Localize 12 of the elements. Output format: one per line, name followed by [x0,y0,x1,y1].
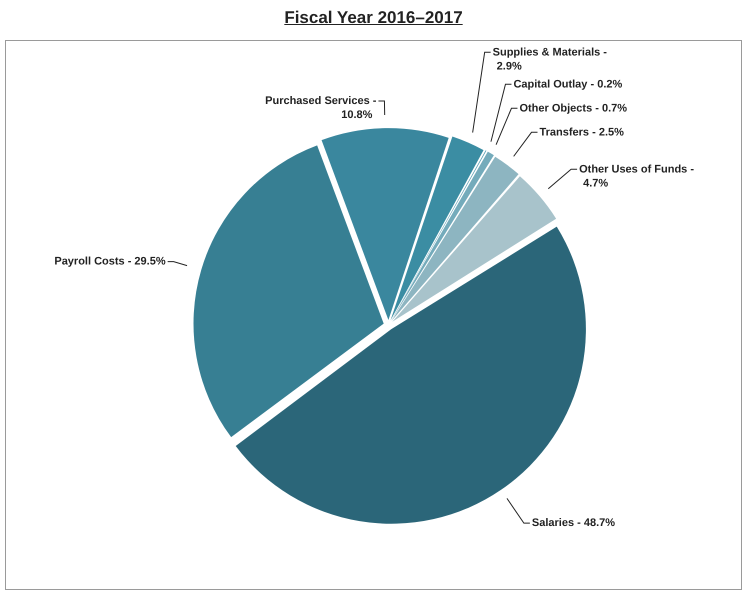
data-label: 10.8% [341,109,373,122]
slice-label: Supplies & Materials - [492,46,608,58]
chart-title: Fiscal Year 2016–2017 [283,8,464,28]
slice-label: Capital Outlay - 0.2% [513,78,622,90]
data-label: 4.7% [583,177,608,190]
slice-label: Payroll Costs - 29.5% [54,256,166,268]
slice-label: Salaries - 48.7% [532,517,616,530]
slice-label: Transfers - 2.5% [540,126,624,138]
slice-label: Purchased Services - [265,95,377,108]
data-label: 2.9% [496,60,522,72]
slice-label: Other Uses of Funds - [579,163,694,176]
slice-label: Other Objects - 0.7% [519,102,628,114]
